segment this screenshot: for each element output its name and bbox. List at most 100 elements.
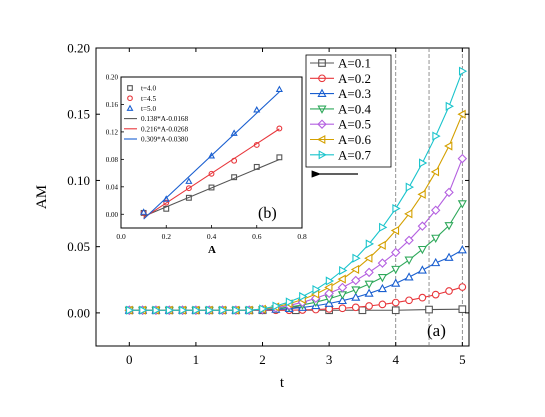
inset-legend-marker (127, 95, 133, 102)
inset-legend-label: 0.216*A-0.0268 (141, 125, 189, 133)
inset-x-tick-label: 0.6 (252, 232, 262, 241)
inset-x-tick-label: 0.2 (162, 232, 172, 241)
y-tick-label: 0.15 (67, 107, 90, 122)
data-point (352, 253, 361, 263)
data-point (405, 296, 413, 305)
inset-series-group (140, 85, 283, 216)
inset-legend-entry: t=5.0 (126, 104, 156, 113)
data-point (379, 222, 388, 232)
legend-entry: A=0.4 (310, 101, 371, 116)
legend-marker (317, 88, 327, 97)
inset-data-point (253, 106, 261, 113)
data-point (405, 182, 414, 192)
data-point (444, 222, 454, 231)
inset-data-point (208, 184, 215, 191)
legend-entry: A=0.5 (310, 117, 371, 132)
main-x-axis: 0 1 2 3 4 5 (126, 48, 466, 367)
inset-data-point (275, 85, 283, 92)
inset-y-axis: 0.00 0.04 0.08 0.12 0.16 0.20 (106, 74, 124, 219)
y-tick-label: 0.10 (67, 173, 90, 188)
legend-marker (317, 105, 327, 114)
main-panel: 0 1 2 3 4 5 0.00 0.05 0.10 0.15 0.20 t AM (a) (34, 41, 470, 391)
data-point (404, 272, 414, 281)
panel-label-b: (b) (258, 205, 277, 222)
inset-y-tick-label: 0.12 (106, 128, 119, 136)
data-point (338, 304, 347, 313)
inset-x-axis-label: A (208, 244, 216, 256)
legend-entry: A=0.3 (310, 86, 371, 101)
inset-x-axis: 0.0 0.2 0.4 0.6 0.8 (116, 225, 307, 241)
data-point (339, 265, 348, 276)
inset-legend-entry: t=4.0 (127, 85, 156, 93)
inset-data-point (231, 157, 238, 164)
data-point (245, 305, 255, 315)
inset-legend-entry: t=4.5 (127, 95, 156, 103)
y-tick-label: 0.05 (67, 239, 90, 254)
x-tick-label: 5 (459, 352, 466, 367)
data-point (232, 305, 241, 315)
data-point (364, 288, 374, 297)
data-point (364, 267, 374, 278)
main-x-axis-label: t (280, 375, 285, 391)
inset-x-tick-label: 0.8 (297, 232, 307, 241)
fit-line (143, 128, 280, 219)
data-point (457, 245, 467, 254)
data-point (259, 304, 268, 314)
data-point (404, 256, 414, 265)
inset-panel: 0.0 0.2 0.4 0.6 0.8 0.00 0.04 0.08 0.12 0.16 0.20… (106, 74, 307, 257)
data-point (337, 282, 348, 293)
data-point (351, 303, 360, 312)
legend-label: A=0.4 (338, 101, 371, 116)
data-point (165, 305, 175, 315)
inset-y-tick-label: 0.04 (106, 183, 119, 191)
inset-legend-label: 0.309*A-0.0380 (141, 136, 189, 144)
inset-data-point (185, 177, 193, 184)
data-point (458, 283, 467, 291)
data-point (365, 239, 375, 249)
inset-legend-entry: 0.216*A-0.0268 (124, 125, 189, 133)
data-point (377, 240, 386, 250)
data-point (179, 305, 188, 315)
data-point (192, 305, 201, 315)
data-point (285, 297, 295, 307)
inset-legend-entry: 0.138*A-0.0168 (124, 115, 189, 123)
legend-label: A=0.5 (338, 117, 371, 132)
legend-entry: A=0.6 (310, 132, 371, 147)
data-point (358, 306, 367, 315)
inset-legend-label: t=5.0 (141, 105, 156, 113)
series-A=0.7 (125, 66, 468, 315)
x-tick-label: 2 (259, 352, 266, 367)
data-point (445, 101, 454, 111)
inset-data-point (140, 208, 148, 215)
data-point (457, 153, 468, 164)
legend-entry: A=0.1 (310, 56, 371, 71)
inset-data-point (276, 154, 283, 161)
data-point (390, 247, 401, 258)
data-point (139, 305, 148, 315)
data-point (391, 306, 400, 315)
inset-data-point (253, 163, 260, 170)
data-point (444, 141, 453, 151)
data-point (205, 305, 215, 315)
legend-marker (318, 59, 326, 67)
data-point (458, 305, 467, 314)
data-point (390, 225, 400, 236)
inset-y-tick-label: 0.00 (106, 211, 119, 219)
series-A=0.3 (124, 245, 467, 314)
data-point (337, 274, 346, 284)
x-tick-label: 4 (392, 352, 399, 367)
data-point (392, 203, 401, 214)
data-point (391, 265, 401, 275)
inset-series-t=5.0 (140, 85, 283, 215)
inset-x-tick-label: 0.4 (207, 232, 217, 241)
data-point (364, 280, 374, 289)
legend-label: A=0.6 (338, 132, 371, 147)
inset-legend: t=4.0 t=4.5 t=5.0 0.138*A-0.0168 0.216*A-0.0… (124, 85, 189, 144)
legend-entry: A=0.7 (310, 147, 371, 162)
data-point (325, 276, 335, 286)
data-point (272, 301, 281, 311)
data-point (377, 258, 388, 268)
y-tick-label: 0.20 (67, 41, 90, 56)
data-point (417, 245, 427, 255)
data-point (431, 257, 441, 267)
